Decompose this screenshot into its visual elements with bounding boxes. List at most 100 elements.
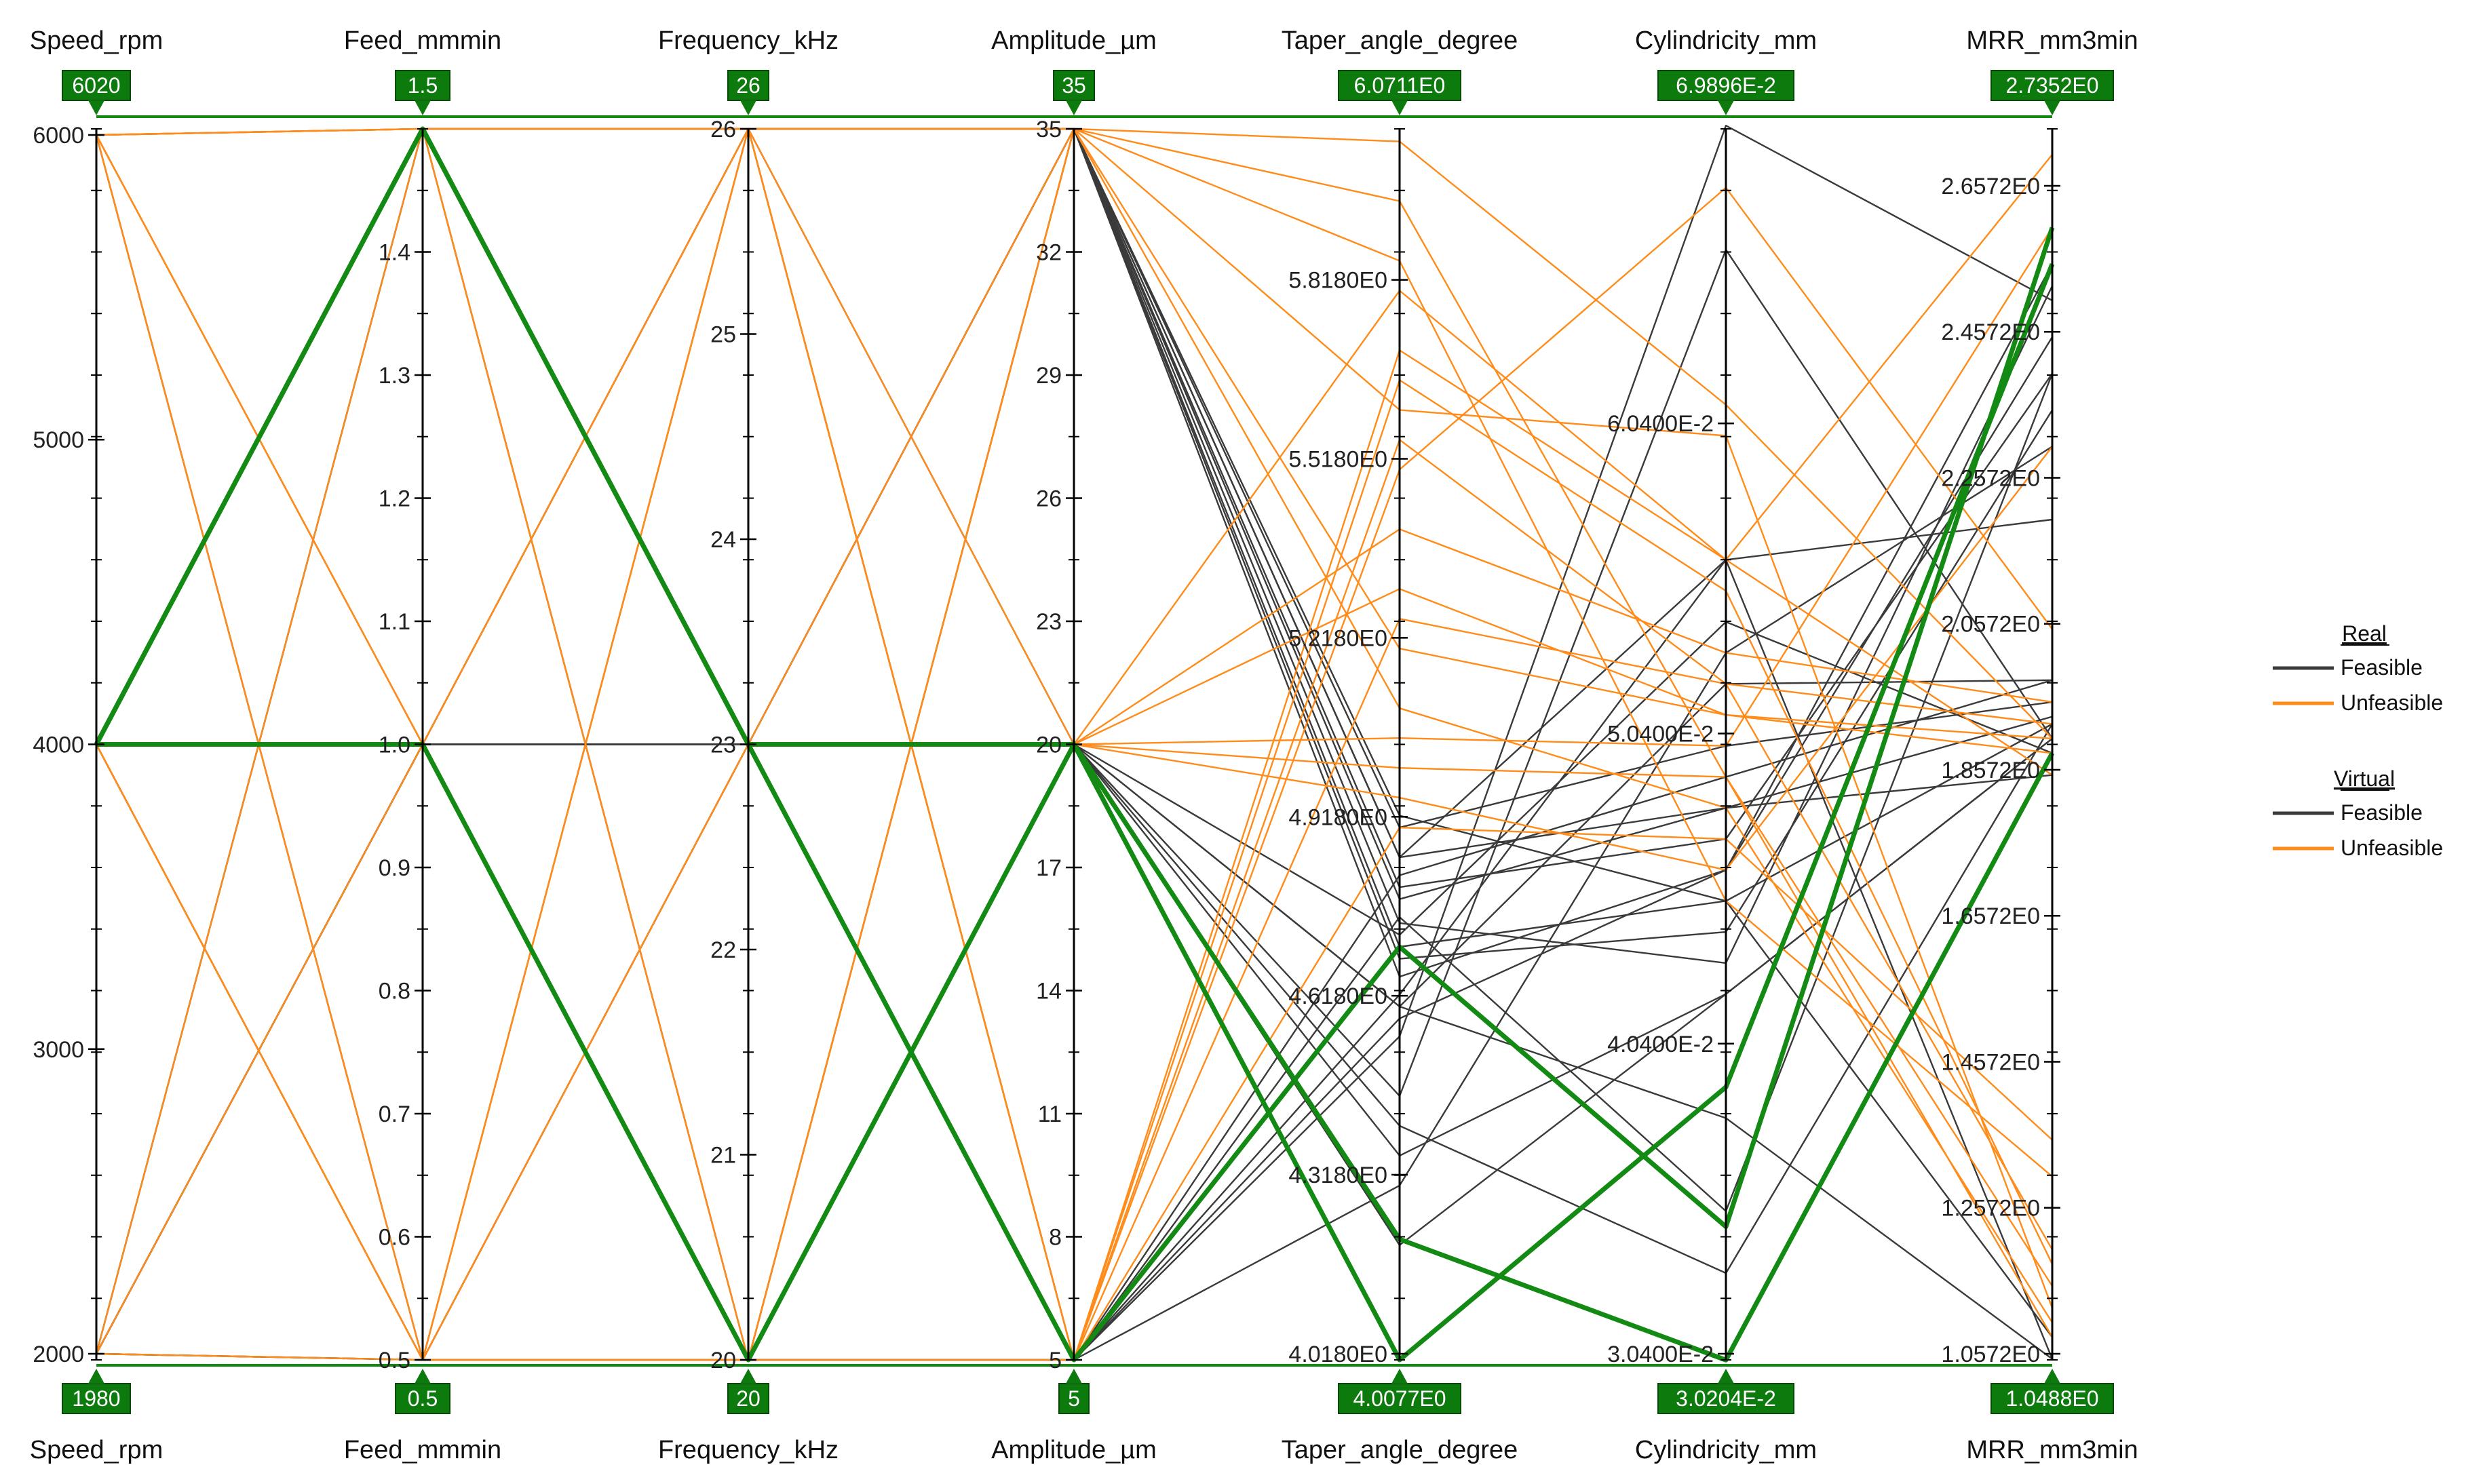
tick-label-mrr-1: 1.2572E0 [1941, 1196, 2040, 1222]
min-filter-handle-speed-box[interactable] [62, 1383, 131, 1414]
tick-label-cyl-2: 5.0400E-2 [1607, 721, 1714, 747]
max-filter-handle-amp-text[interactable]: 35 [1062, 73, 1086, 98]
max-filter-handle-mrr-arrow[interactable] [2044, 100, 2060, 115]
tick-label-taper-2: 4.6180E0 [1288, 983, 1387, 1009]
axis-title-top-amp: Amplitude_µm [991, 26, 1157, 55]
tick-label-taper-5: 5.5180E0 [1288, 447, 1387, 473]
axis-title-top-cyl: Cylindricity_mm [1635, 26, 1817, 55]
tick-label-taper-4: 5.2180E0 [1288, 625, 1387, 651]
tick-label-cyl-1: 4.0400E-2 [1607, 1032, 1714, 1057]
tick-label-amp-10: 35 [1036, 117, 1062, 142]
tick-label-freq-6: 26 [710, 117, 736, 142]
max-filter-handle-feed-arrow[interactable] [415, 100, 431, 115]
max-filter-handle-speed-arrow[interactable] [88, 100, 104, 115]
frame-layer [96, 115, 2052, 1367]
tick-label-speed-2: 4000 [33, 733, 84, 758]
legend: Real Feasible Unfeasible Virtual Feasible Unf… [2273, 621, 2443, 860]
tick-label-feed-5: 1.0 [379, 733, 410, 758]
min-filter-handle-taper-text[interactable]: 4.0077E0 [1353, 1386, 1446, 1411]
max-filter-handle-cyl-text[interactable]: 6.9896E-2 [1676, 73, 1776, 98]
min-filter-handle-mrr-box[interactable] [1990, 1383, 2114, 1414]
tick-label-taper-0: 4.0180E0 [1288, 1342, 1387, 1367]
max-filter-handle-amp-box[interactable] [1053, 70, 1095, 101]
max-filter-handle-mrr-text[interactable]: 2.7352E0 [2005, 73, 2098, 98]
axis-title-bottom-amp: Amplitude_µm [991, 1436, 1157, 1464]
max-filter-handle-mrr-box[interactable] [1990, 70, 2114, 101]
min-filter-handle-freq-box[interactable] [727, 1383, 769, 1414]
max-filter-handle-taper-arrow[interactable] [1391, 100, 1408, 115]
axis-title-bottom-cyl: Cylindricity_mm [1635, 1436, 1817, 1464]
tick-label-amp-7: 26 [1036, 486, 1062, 512]
axis-title-bottom-taper: Taper_angle_degree [1282, 1436, 1518, 1464]
tick-label-mrr-5: 2.0572E0 [1941, 612, 2040, 638]
tick-label-freq-1: 21 [710, 1143, 736, 1169]
min-filter-handle-cyl-arrow[interactable] [1718, 1369, 1734, 1384]
min-filter-handle-mrr-arrow[interactable] [2044, 1369, 2060, 1384]
min-filter-handle-freq-text[interactable]: 20 [736, 1386, 761, 1411]
min-filter-handle-amp-arrow[interactable] [1066, 1369, 1082, 1384]
legend-label-1-1: Unfeasible [2341, 836, 2443, 860]
axis-title-bottom-mrr: MRR_mm3min [1966, 1436, 2138, 1464]
legend-label-1-0: Feasible [2341, 800, 2423, 825]
max-filter-handle-taper-box[interactable] [1338, 70, 1461, 101]
min-filter-handle-cyl-text[interactable]: 3.0204E-2 [1676, 1386, 1776, 1411]
tick-label-amp-1: 8 [1049, 1225, 1062, 1251]
max-filter-handle-feed-box[interactable] [395, 70, 450, 101]
tick-label-freq-0: 20 [710, 1348, 736, 1373]
max-filter-handle-amp-arrow[interactable] [1066, 100, 1082, 115]
min-filter-handle-taper-arrow[interactable] [1391, 1369, 1408, 1384]
tick-label-amp-8: 29 [1036, 363, 1062, 389]
max-filter-handle-feed-text[interactable]: 1.5 [408, 73, 438, 98]
tick-label-mrr-2: 1.4572E0 [1941, 1049, 2040, 1075]
max-filter-handle-speed-text[interactable]: 6020 [72, 73, 120, 98]
axis-title-top-freq: Frequency_kHz [658, 26, 839, 55]
tick-label-amp-2: 11 [1038, 1101, 1062, 1127]
tick-label-feed-8: 1.3 [379, 363, 410, 389]
tick-label-speed-0: 2000 [33, 1342, 84, 1367]
min-filter-handle-speed-arrow[interactable] [88, 1369, 104, 1384]
tick-label-speed-3: 5000 [33, 427, 84, 453]
axis-title-bottom-feed: Feed_mmmin [344, 1436, 501, 1464]
axis-title-bottom-speed: Speed_rpm [30, 1436, 163, 1464]
tick-label-amp-9: 32 [1036, 240, 1062, 266]
max-filter-handle-cyl-box[interactable] [1657, 70, 1794, 101]
legend-group-title-1: Virtual [2334, 766, 2395, 791]
tick-label-mrr-8: 2.6572E0 [1941, 174, 2040, 199]
tick-label-freq-5: 25 [710, 322, 736, 348]
min-filter-handle-feed-arrow[interactable] [415, 1369, 431, 1384]
axis-title-top-speed: Speed_rpm [30, 26, 163, 55]
tick-label-feed-3: 0.8 [379, 979, 410, 1004]
max-filter-handle-freq-box[interactable] [727, 70, 769, 101]
min-filter-handle-amp-box[interactable] [1058, 1383, 1090, 1414]
min-filter-handle-freq-arrow[interactable] [740, 1369, 756, 1384]
max-filter-handle-freq-text[interactable]: 26 [736, 73, 761, 98]
tick-label-amp-4: 17 [1036, 855, 1062, 881]
tick-label-feed-1: 0.6 [379, 1225, 410, 1251]
min-filter-handle-mrr-text[interactable]: 1.0488E0 [2005, 1386, 2098, 1411]
max-filter-handle-taper-text[interactable]: 6.0711E0 [1354, 73, 1446, 98]
tick-label-amp-3: 14 [1036, 979, 1062, 1004]
min-filter-handle-cyl-box[interactable] [1657, 1383, 1794, 1414]
tick-label-feed-6: 1.1 [379, 609, 410, 635]
min-filter-handle-amp-text[interactable]: 5 [1068, 1386, 1080, 1411]
tick-label-feed-7: 1.2 [379, 486, 410, 512]
tick-label-mrr-3: 1.6572E0 [1941, 903, 2040, 929]
tick-label-taper-3: 4.9180E0 [1288, 804, 1387, 830]
min-filter-handle-taper-box[interactable] [1338, 1383, 1461, 1414]
min-filter-handle-speed-text[interactable]: 1980 [72, 1386, 120, 1411]
axis-title-top-mrr: MRR_mm3min [1966, 26, 2138, 55]
min-filter-handle-feed-text[interactable]: 0.5 [408, 1386, 438, 1411]
tick-label-speed-4: 6000 [33, 123, 84, 149]
tick-label-mrr-7: 2.4572E0 [1941, 319, 2040, 345]
tick-label-mrr-6: 2.2572E0 [1941, 465, 2040, 491]
tick-label-freq-3: 23 [710, 733, 736, 758]
max-filter-handle-cyl-arrow[interactable] [1718, 100, 1734, 115]
tick-label-feed-2: 0.7 [379, 1101, 410, 1127]
tick-label-freq-4: 24 [710, 527, 736, 553]
legend-label-0-1: Unfeasible [2341, 690, 2443, 715]
tick-label-taper-6: 5.8180E0 [1288, 268, 1387, 294]
tick-label-mrr-0: 1.0572E0 [1941, 1342, 2040, 1367]
max-filter-handle-freq-arrow[interactable] [740, 100, 756, 115]
tick-label-cyl-0: 3.0400E-2 [1607, 1342, 1714, 1367]
